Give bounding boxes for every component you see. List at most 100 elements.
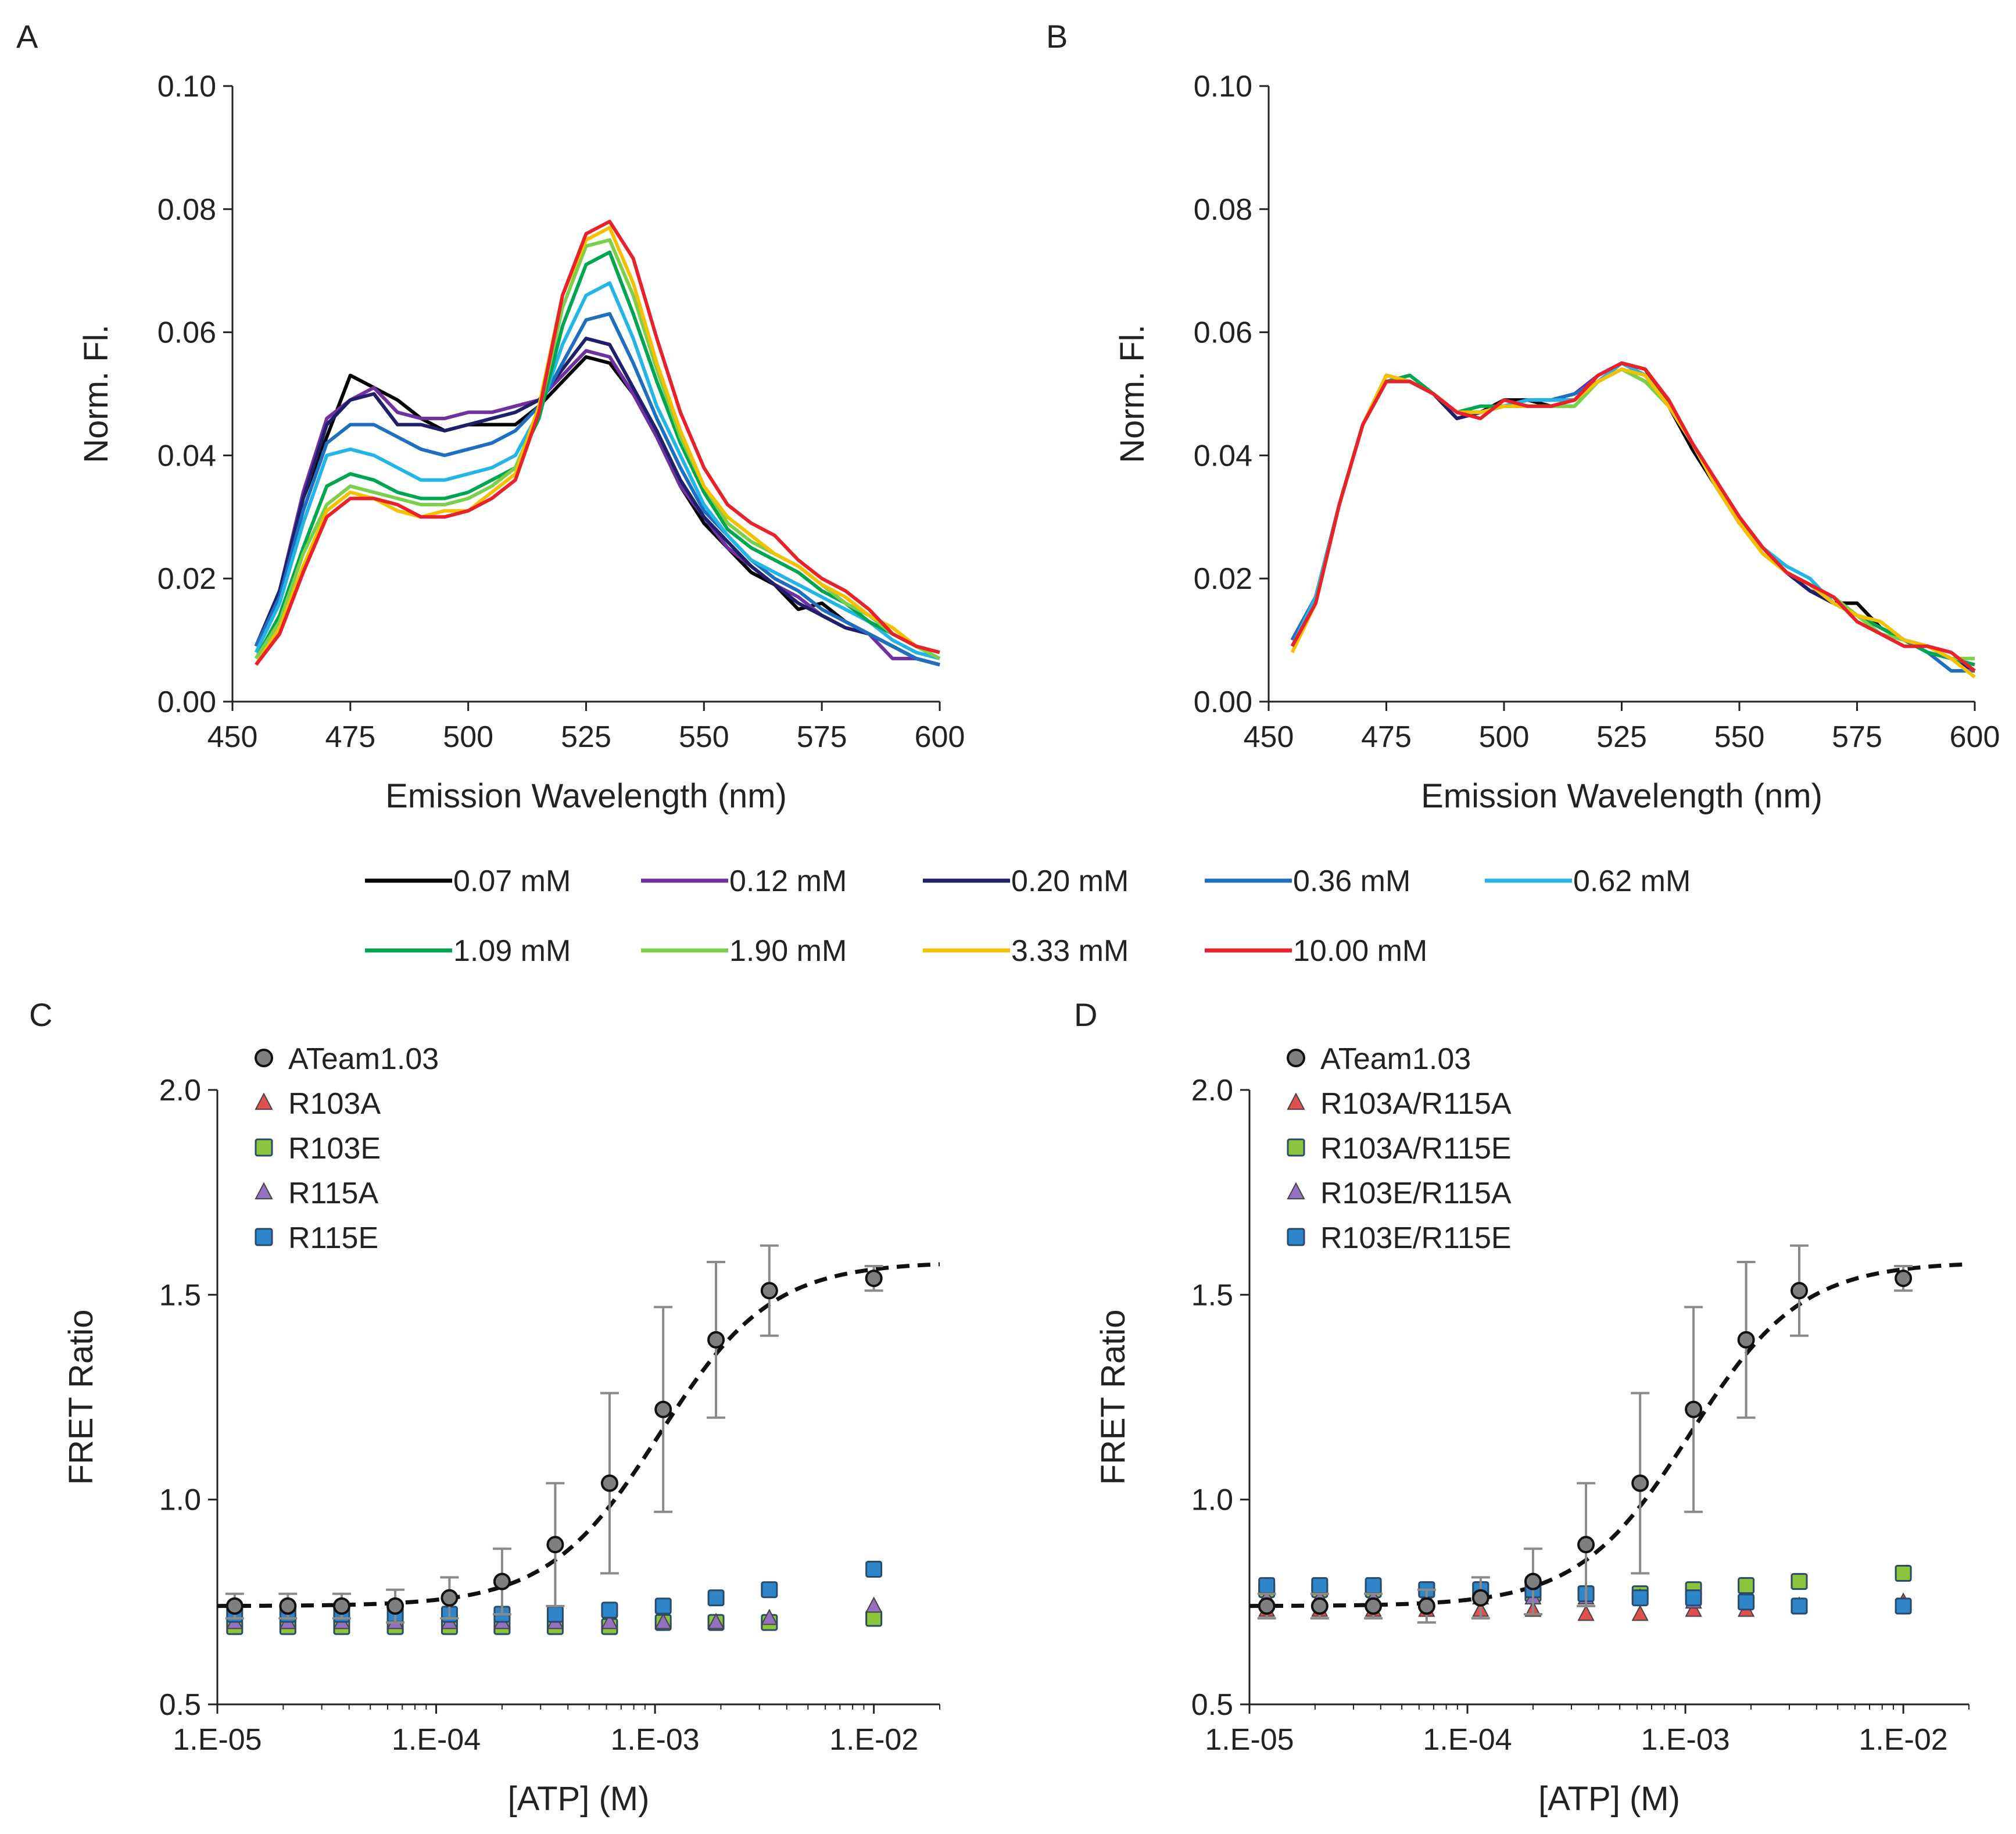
x-tick-label: 575 [1832,720,1882,754]
x-tick-label: 600 [915,720,965,754]
data-point [493,1572,511,1590]
data-point [1287,1049,1305,1067]
legend-label: 3.33 mM [1011,934,1129,968]
data-point [225,1597,244,1615]
chart-a: 0.00 0.02 0.04 0.06 0.08 0.10 450 475 500 525 550 5… [77,70,965,815]
series-line [254,337,940,667]
data-point [707,1331,725,1349]
data-point [1287,1092,1305,1110]
y-axis-label: Norm. Fl. [77,324,115,463]
legend-label: ATeam1.03 [1320,1042,1471,1076]
data-point [761,1581,778,1599]
y-tick-label: 1.0 [1191,1483,1233,1517]
series-line [255,238,941,660]
series-line [254,355,940,667]
x-tick-label: 1.E-04 [1423,1723,1512,1757]
x-tick-label: 1.E-02 [829,1723,918,1757]
x-axis-label: Emission Wavelength (nm) [1421,777,1822,815]
y-tick-label: 1.5 [159,1278,201,1312]
data-point [1738,1577,1755,1595]
data-point [601,1601,618,1619]
series-line [1290,367,1975,660]
y-tick-label: 0.04 [1194,439,1252,473]
spectra-legend: 0.07 mM 0.12 mM 0.20 mM 0.36 mM 0.62 mM 1.09 … [365,864,1691,968]
data-point [1631,1589,1649,1607]
y-tick-label: 1.5 [1191,1278,1233,1312]
data-point [1738,1593,1755,1611]
x-tick-label: 600 [1950,720,2000,754]
x-tick-label: 475 [325,720,375,754]
x-axis-label: [ATP] (M) [508,1780,650,1818]
data-point [1577,1604,1595,1621]
data-point [600,1474,618,1492]
series-line [254,312,940,667]
data-point [1685,1600,1702,1617]
x-axis-label: Emission Wavelength (nm) [385,777,787,815]
y-tick-label: 0.02 [157,562,216,596]
legend-label: R103E/R115E [1320,1221,1512,1255]
x-tick-label: 1.E-03 [610,1723,699,1757]
legend-label: R103A/R115E [1320,1132,1512,1166]
data-point [761,1608,778,1625]
chart-c: 0.5 1.0 1.5 2.0 1.E-05 1.E-04 1.E-03 1.E-02 [ATP… [62,1042,940,1818]
data-point [546,1606,564,1623]
y-tick-label: 2.0 [159,1074,201,1107]
x-tick-label: 1.E-05 [173,1723,262,1757]
legend-label: 0.20 mM [1011,864,1129,898]
data-point [1791,1573,1808,1590]
data-point [1417,1597,1435,1615]
data-point [1631,1474,1649,1492]
x-tick-label: 1.E-05 [1205,1723,1294,1757]
x-tick-label: 525 [1596,720,1647,754]
series-line [254,250,941,660]
data-point [865,1270,883,1288]
y-axis-label: FRET Ratio [62,1310,100,1485]
x-tick-label: 1.E-04 [392,1723,481,1757]
legend-label: R103A/R115A [1320,1087,1512,1121]
x-tick-label: 525 [561,720,611,754]
data-point [1895,1597,1912,1615]
data-point [707,1613,725,1629]
data-point [1365,1597,1383,1615]
x-tick-label: 475 [1361,720,1412,754]
x-tick-label: 550 [679,720,729,754]
data-point [1365,1577,1382,1595]
data-point [255,1092,273,1110]
x-tick-label: 575 [797,720,847,754]
y-tick-label: 0.02 [1194,562,1252,596]
data-point [1287,1138,1305,1157]
data-point [1791,1597,1808,1615]
y-tick-label: 0.00 [157,685,216,719]
legend-label: 0.62 mM [1573,864,1691,898]
legend-label: R103E/R115A [1320,1177,1512,1210]
data-point [1258,1577,1276,1595]
legend-label: R103A [288,1087,381,1121]
data-point [1287,1228,1305,1246]
data-point [546,1536,564,1554]
data-point [1895,1270,1913,1288]
data-point [255,1182,273,1200]
y-axis-label: FRET Ratio [1094,1310,1132,1485]
chart-b: 0.00 0.02 0.04 0.06 0.08 0.10 450 475 500 525 550 5… [1113,70,2000,815]
data-point [1258,1597,1276,1615]
series-line [1290,361,1976,673]
y-tick-label: 0.5 [1191,1688,1233,1722]
data-point [654,1613,672,1629]
data-point [1577,1536,1595,1554]
x-tick-label: 450 [207,720,258,754]
legend-label: R115A [288,1177,378,1210]
panel-label-b: B [1046,18,1068,55]
data-point [332,1597,350,1615]
data-point [865,1610,883,1627]
y-tick-label: 0.08 [1194,193,1252,227]
data-point [255,1228,273,1246]
data-point [1737,1331,1755,1349]
y-tick-label: 0.10 [157,70,216,103]
y-tick-label: 1.0 [159,1483,201,1517]
legend-label: 1.09 mM [453,934,571,968]
fit-curve [1249,1262,1970,1608]
legend-label: 0.07 mM [453,864,571,898]
x-tick-label: 1.E-03 [1641,1723,1729,1757]
y-tick-label: 0.06 [157,316,216,350]
